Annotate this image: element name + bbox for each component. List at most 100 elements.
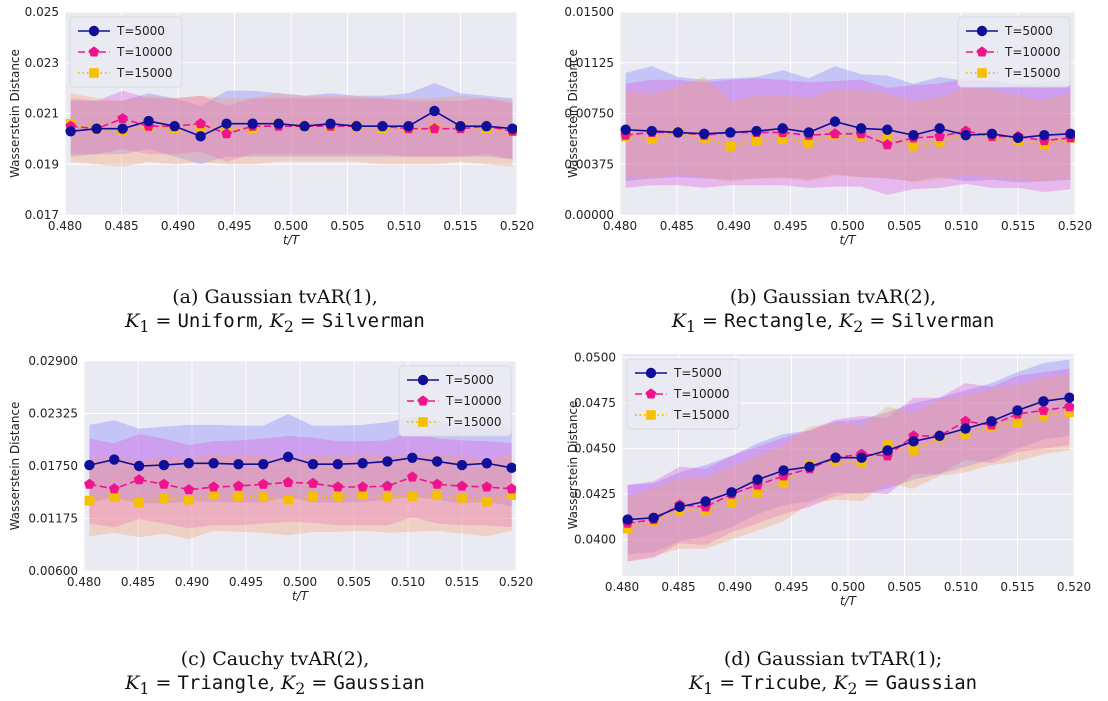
caption-k2-sub: 2: [295, 678, 306, 698]
caption-k1-symbol: K: [688, 672, 704, 694]
caption-d: (d) Gaussian tvTAR(1); K1 = Tricube, K2 …: [558, 647, 1108, 701]
caption-k2-sub: 2: [283, 316, 294, 336]
data-point: [882, 445, 893, 456]
caption-k2-sub: 2: [853, 316, 864, 336]
data-point: [429, 105, 440, 117]
data-point: [672, 127, 684, 138]
data-point: [725, 141, 736, 151]
data-point: [195, 131, 206, 142]
data-point: [751, 135, 762, 146]
series-group: [84, 414, 516, 539]
x-axis-label: t/T: [283, 233, 301, 247]
x-tick-label: 0.515: [445, 575, 479, 589]
y-tick-label: 0.00750: [564, 107, 614, 121]
data-point: [158, 459, 170, 471]
legend-label-3: T=15000: [445, 415, 502, 429]
x-tick-label: 0.490: [717, 219, 751, 233]
data-point: [804, 461, 815, 473]
caption-k1-value: Tricube: [741, 672, 822, 694]
data-point: [856, 458, 867, 468]
data-point: [986, 416, 997, 427]
legend-marker-3: [977, 68, 987, 78]
caption-k2-value: Silverman: [321, 310, 425, 332]
x-tick-label: 0.480: [67, 575, 101, 589]
x-tick-label: 0.505: [887, 219, 921, 233]
data-point: [407, 491, 418, 501]
data-point: [1012, 132, 1024, 144]
x-tick-label: 0.515: [1000, 580, 1034, 594]
legend-marker-2: [976, 46, 988, 57]
data-point: [457, 493, 467, 503]
x-tick-label: 0.515: [443, 219, 477, 233]
data-point: [934, 137, 945, 147]
data-point: [622, 514, 633, 525]
data-point: [117, 123, 128, 134]
data-point: [357, 490, 368, 501]
data-point: [208, 490, 219, 501]
data-point: [752, 487, 763, 498]
legend: T=5000 T=10000 T=15000: [398, 365, 512, 437]
data-point: [777, 123, 788, 134]
caption-k1-sub: 1: [139, 316, 150, 336]
x-tick-label: 0.515: [1001, 219, 1035, 233]
confidence-band-3: [627, 374, 1070, 562]
caption-eq: =: [149, 672, 178, 694]
data-point: [65, 126, 76, 137]
data-point: [752, 474, 763, 485]
caption-b-line1: (b) Gaussian tvAR(2),: [729, 286, 937, 308]
data-point: [183, 458, 194, 469]
confidence-band-3: [70, 93, 513, 167]
data-point: [934, 123, 945, 134]
caption-eq: =: [149, 310, 178, 332]
data-point: [1064, 392, 1074, 403]
data-point: [726, 498, 737, 509]
caption-comma: ,: [826, 310, 840, 332]
y-tick-label: 0.025: [25, 5, 59, 19]
legend-label-1: T=5000: [1004, 24, 1053, 38]
caption-k1-value: Rectangle: [724, 310, 827, 332]
caption-k1-symbol: K: [125, 310, 140, 332]
confidence-band-1: [627, 359, 1070, 555]
data-point: [109, 492, 120, 502]
data-point: [208, 458, 219, 469]
data-point: [908, 436, 919, 447]
x-tick-label: 0.500: [274, 219, 308, 233]
x-tick-label: 0.520: [1058, 219, 1092, 233]
data-point: [726, 487, 737, 498]
data-point: [258, 492, 269, 502]
data-point: [960, 423, 971, 434]
data-point: [507, 123, 517, 134]
data-point: [282, 451, 294, 463]
caption-comma: ,: [257, 310, 270, 332]
data-point: [169, 120, 180, 132]
data-point: [648, 512, 659, 523]
caption-eq: =: [713, 672, 742, 694]
x-tick-label: 0.485: [661, 580, 695, 594]
data-point: [431, 456, 443, 467]
data-point: [674, 501, 685, 513]
x-tick-label: 0.510: [391, 575, 425, 589]
y-tick-label: 0.019: [25, 157, 59, 171]
data-point: [382, 480, 393, 491]
data-point: [1065, 128, 1075, 139]
data-point: [908, 141, 919, 151]
x-tick-label: 0.495: [229, 575, 263, 589]
data-point: [700, 496, 711, 507]
caption-c: (c) Cauchy tvAR(2), K1 = Triangle, K2 = …: [0, 647, 550, 701]
data-point: [159, 493, 169, 503]
data-point: [882, 133, 893, 143]
caption-eq: =: [305, 672, 334, 694]
data-point: [908, 129, 919, 141]
confidence-band-3: [625, 77, 1071, 183]
data-point: [506, 483, 516, 494]
legend-marker-3: [646, 410, 656, 420]
chart-panel-a: 0.480 0.485 0.490 0.495 0.500 0.505 0.510 0.515…: [0, 0, 550, 345]
caption-b: (b) Gaussian tvAR(2), K1 = Rectangle, K2…: [558, 285, 1108, 339]
x-tick-label: 0.500: [830, 219, 864, 233]
data-point: [1064, 407, 1074, 418]
caption-k1-sub: 1: [139, 678, 150, 698]
x-tick-label: 0.510: [387, 219, 421, 233]
data-point: [84, 459, 95, 471]
data-point: [481, 458, 493, 469]
caption-k2-value: Gaussian: [885, 672, 978, 694]
